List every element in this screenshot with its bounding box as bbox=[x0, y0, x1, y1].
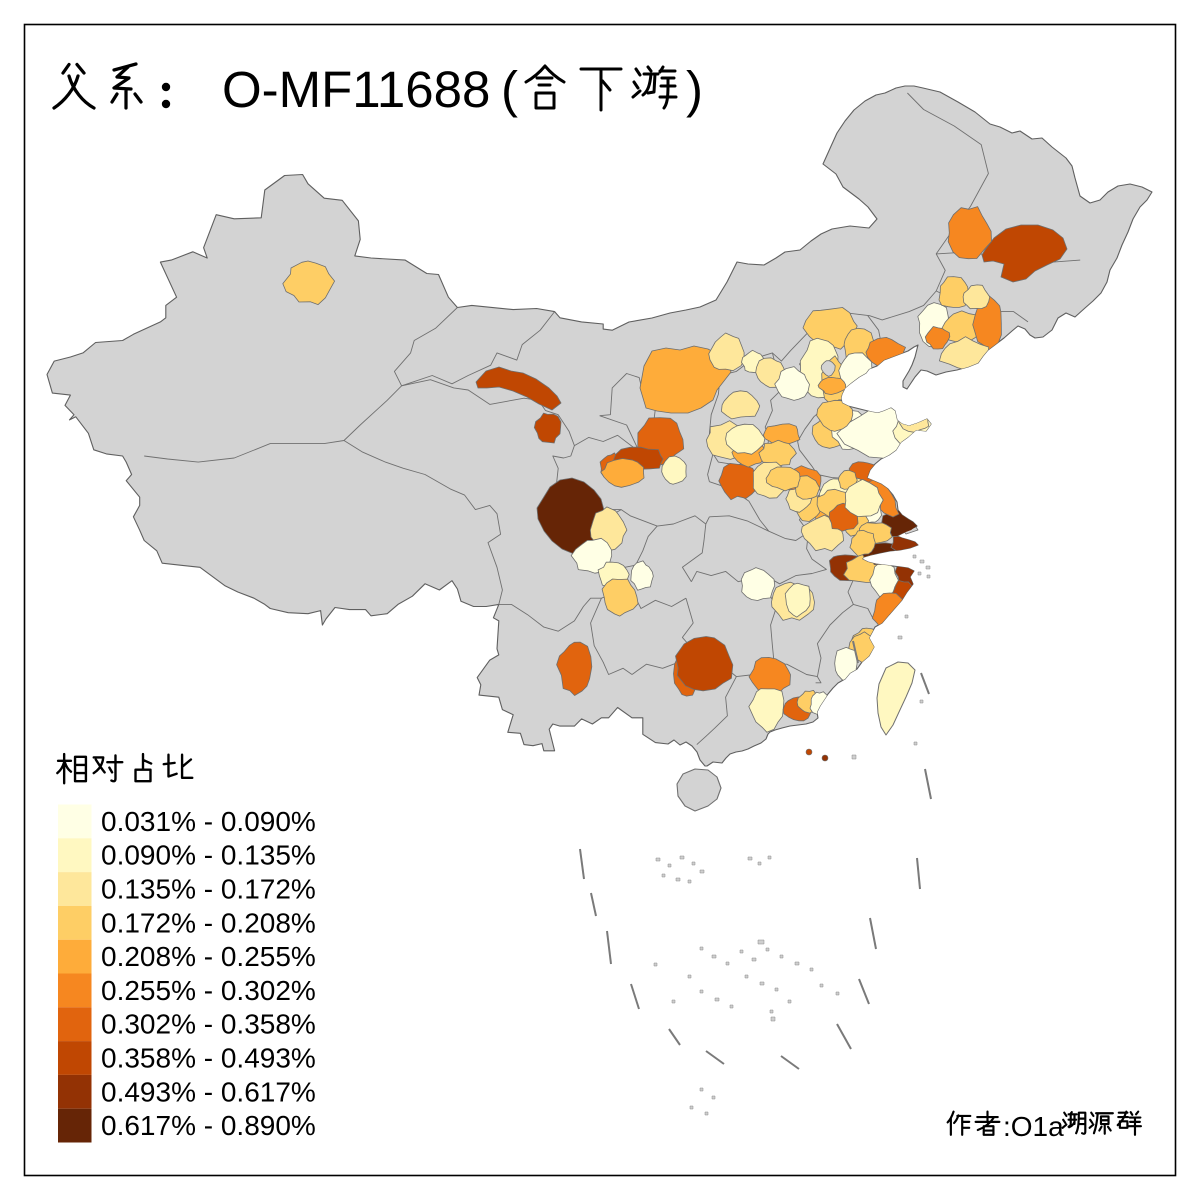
svg-text:0.031% - 0.090%: 0.031% - 0.090% bbox=[101, 806, 316, 837]
svg-text:0.493% - 0.617%: 0.493% - 0.617% bbox=[101, 1076, 316, 1107]
svg-text:0.302% - 0.358%: 0.302% - 0.358% bbox=[101, 1009, 316, 1040]
svg-text:0.358% - 0.493%: 0.358% - 0.493% bbox=[101, 1043, 316, 1074]
svg-text:0.090% - 0.135%: 0.090% - 0.135% bbox=[101, 840, 316, 871]
svg-text:0.208% - 0.255%: 0.208% - 0.255% bbox=[101, 941, 316, 972]
svg-text:O-MF11688: O-MF11688 bbox=[222, 61, 490, 118]
svg-text:0.617% - 0.890%: 0.617% - 0.890% bbox=[101, 1110, 316, 1141]
svg-text:): ) bbox=[686, 61, 703, 118]
svg-text:(: ( bbox=[501, 61, 518, 118]
svg-text:0.172% - 0.208%: 0.172% - 0.208% bbox=[101, 907, 316, 938]
svg-text:0.255% - 0.302%: 0.255% - 0.302% bbox=[101, 975, 316, 1006]
svg-text::O1a: :O1a bbox=[1003, 1111, 1064, 1142]
svg-text:0.135% - 0.172%: 0.135% - 0.172% bbox=[101, 874, 316, 905]
